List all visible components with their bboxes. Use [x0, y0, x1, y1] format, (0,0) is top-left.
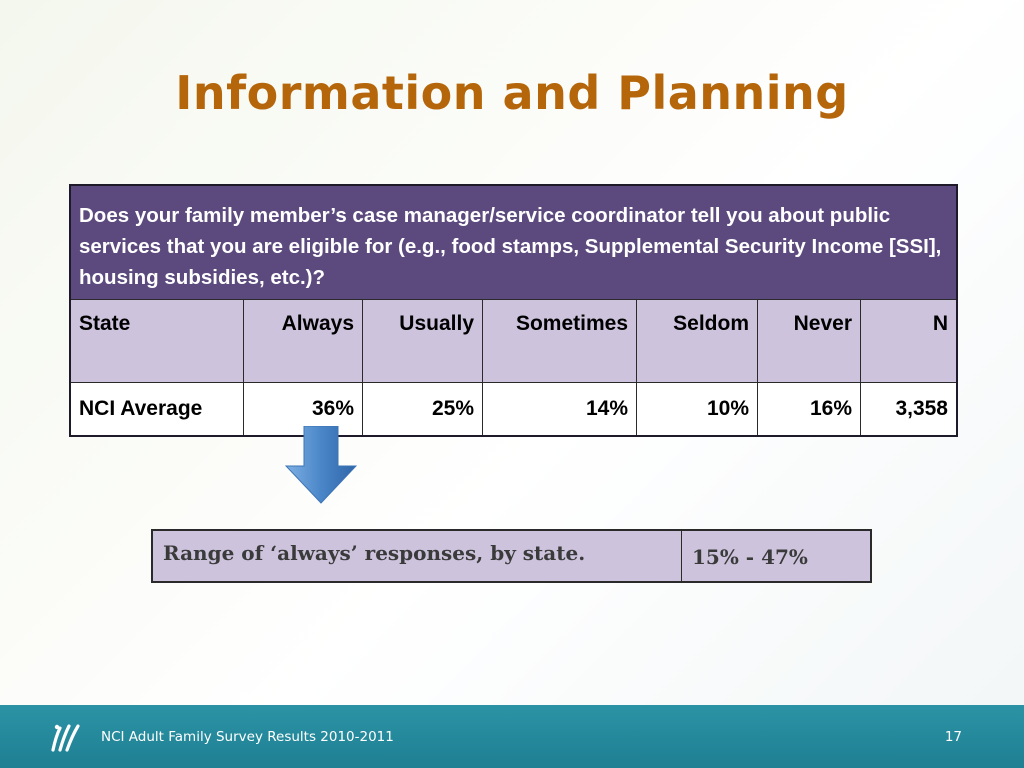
table-row: NCI Average 36% 25% 14% 10% 16% 3,358 — [69, 382, 958, 437]
cell-state: NCI Average — [69, 382, 244, 437]
header-sometimes: Sometimes — [482, 299, 637, 383]
nci-logo-icon — [51, 724, 80, 752]
slide-title: Information and Planning — [175, 66, 849, 120]
cell-always: 36% — [243, 382, 363, 437]
survey-question: Does your family member’s case manager/s… — [69, 184, 958, 300]
cell-never: 16% — [757, 382, 861, 437]
footer-bar: NCI Adult Family Survey Results 2010-201… — [0, 705, 1024, 768]
table-header-row: State Always Usually Sometimes Seldom Ne… — [69, 299, 958, 383]
header-seldom: Seldom — [636, 299, 758, 383]
page-number: 17 — [944, 729, 962, 745]
header-never: Never — [757, 299, 861, 383]
header-state: State — [69, 299, 244, 383]
cell-sometimes: 14% — [482, 382, 637, 437]
header-n: N — [860, 299, 958, 383]
header-always: Always — [243, 299, 363, 383]
cell-seldom: 10% — [636, 382, 758, 437]
cell-n: 3,358 — [860, 382, 958, 437]
cell-usually: 25% — [362, 382, 483, 437]
footer-text: NCI Adult Family Survey Results 2010-201… — [101, 729, 394, 745]
range-box: Range of ‘always’ responses, by state. 1… — [151, 529, 872, 583]
range-value: 15% - 47% — [681, 529, 872, 583]
survey-table: Does your family member’s case manager/s… — [69, 184, 958, 437]
header-usually: Usually — [362, 299, 483, 383]
down-arrow-icon — [285, 426, 357, 504]
range-label: Range of ‘always’ responses, by state. — [151, 529, 682, 583]
